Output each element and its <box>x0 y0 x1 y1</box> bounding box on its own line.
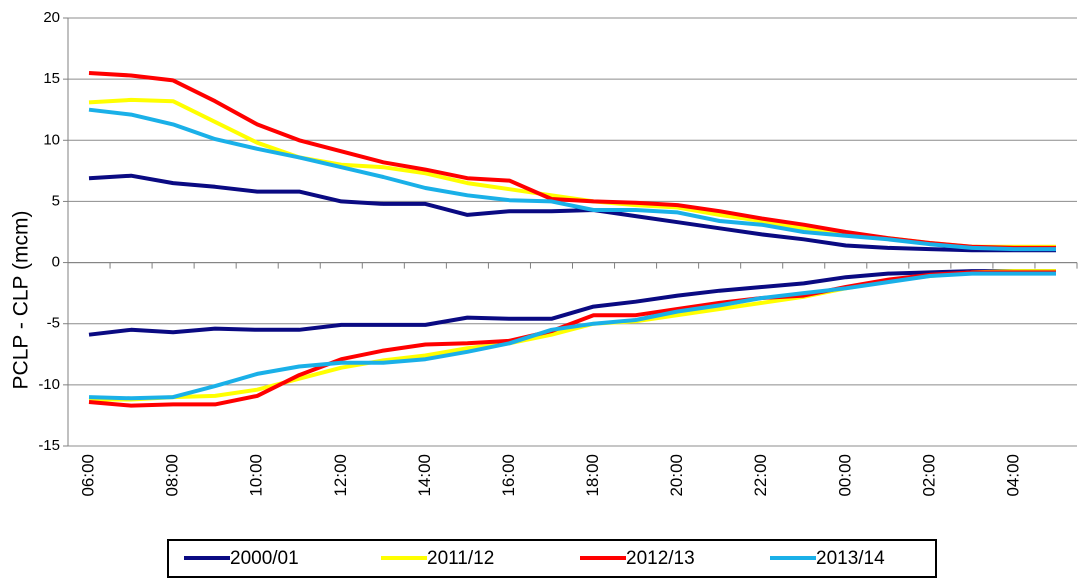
x-tick-label: 02:00 <box>919 454 938 497</box>
x-tick-label: 04:00 <box>1003 454 1022 497</box>
x-tick-label: 18:00 <box>583 454 602 497</box>
y-tick-label: 5 <box>52 192 60 209</box>
x-tick-label: 22:00 <box>751 454 770 497</box>
legend-label: 2013/14 <box>816 548 885 569</box>
series-line <box>88 271 1056 401</box>
x-tick-label: 16:00 <box>499 454 518 497</box>
x-tick-label: 12:00 <box>331 454 350 497</box>
series-line <box>88 173 1056 253</box>
y-tick-label: 20 <box>43 9 60 26</box>
y-tick-label: -10 <box>38 376 60 393</box>
y-tick-label: 15 <box>43 70 60 87</box>
series-line <box>88 97 1056 249</box>
legend-label: 2000/01 <box>230 548 299 569</box>
x-tick-label: 06:00 <box>79 454 98 497</box>
y-tick-label: 10 <box>43 131 60 148</box>
series-line <box>88 71 1056 250</box>
y-tick-label: 0 <box>52 254 60 271</box>
legend-label: 2011/12 <box>427 548 494 569</box>
y-axis-title: PCLP - CLP (mcm) <box>10 211 33 390</box>
series-line <box>88 270 1056 408</box>
y-tick-label: -5 <box>47 315 60 332</box>
x-tick-label: 08:00 <box>163 454 182 497</box>
series-line <box>88 269 1056 337</box>
x-tick-label: 00:00 <box>835 454 854 497</box>
legend-label: 2012/13 <box>626 548 695 569</box>
x-tick-label: 10:00 <box>247 454 266 497</box>
x-tick-label: 14:00 <box>415 454 434 497</box>
x-tick-label: 20:00 <box>667 454 686 497</box>
y-tick-label: -15 <box>38 437 60 454</box>
series-line <box>88 107 1056 252</box>
